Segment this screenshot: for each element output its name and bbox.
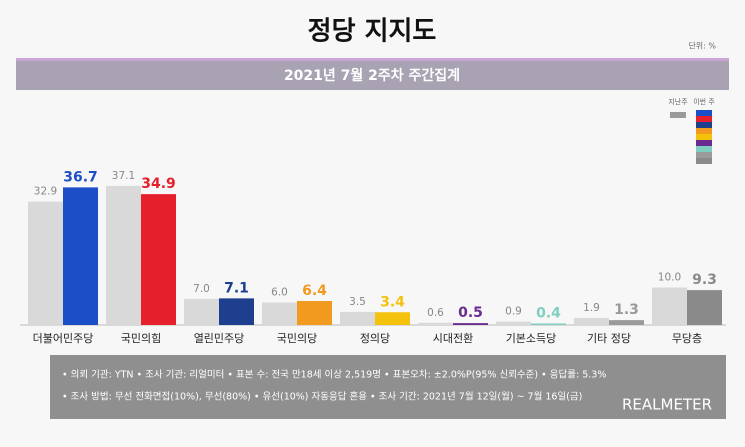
value-label: 6.0 — [271, 287, 288, 299]
legend-swatch — [696, 152, 712, 158]
value-label: 0.9 — [505, 306, 522, 318]
value-label: 0.5 — [458, 305, 483, 321]
x-tick-label: 국민의당 — [277, 332, 317, 345]
value-label: 3.4 — [380, 294, 405, 310]
value-label: 10.0 — [658, 272, 681, 284]
bar — [63, 187, 98, 325]
value-label: 1.3 — [614, 302, 639, 318]
legend-swatch — [696, 128, 712, 134]
bar — [340, 311, 375, 325]
x-tick-label: 더불어민주당 — [33, 332, 94, 345]
legend-swatch — [696, 140, 712, 146]
value-label: 6.4 — [302, 283, 327, 299]
unit: 단위: % — [688, 41, 716, 51]
bar — [609, 320, 644, 325]
bar — [28, 201, 63, 325]
bar — [531, 323, 566, 325]
value-label: 0.6 — [427, 307, 444, 319]
legend-swatch — [696, 134, 712, 140]
bar — [262, 302, 297, 325]
x-tick-label: 열린민주당 — [194, 332, 245, 345]
subtitle: 2021년 7월 2주차 주간집계 — [284, 67, 460, 84]
legend-swatch — [696, 146, 712, 152]
bar — [219, 298, 254, 325]
value-label: 7.1 — [224, 280, 249, 296]
note: • 조사 방법: 무선 전화면접(10%), 무선(80%) • 유선(10%)… — [62, 391, 582, 403]
value-label: 0.4 — [536, 306, 561, 322]
band-edge — [16, 58, 729, 61]
bar — [106, 185, 141, 325]
legend-label: 지난주 — [668, 97, 688, 106]
bar — [453, 323, 488, 325]
bar — [141, 194, 176, 325]
subtitle-band — [16, 58, 729, 90]
value-label: 37.1 — [112, 170, 135, 182]
value-label: 9.3 — [692, 272, 717, 288]
legend-swatch — [696, 110, 712, 116]
legend-swatch — [670, 112, 686, 118]
x-tick-label: 무당층 — [672, 332, 702, 345]
legend-swatch — [696, 158, 712, 164]
notes-box — [50, 355, 726, 419]
bar — [297, 301, 332, 325]
bar — [496, 321, 531, 325]
chart-title: 정당 지지도 — [308, 17, 437, 47]
value-label: 1.9 — [583, 302, 600, 314]
legend-swatch — [696, 122, 712, 128]
x-tick-label: 기타 정당 — [587, 332, 631, 345]
bar — [687, 290, 722, 325]
brand: REALMETER — [622, 396, 712, 414]
value-label: 36.7 — [63, 169, 98, 185]
legend-label: 이번 주 — [693, 97, 715, 106]
value-label: 32.9 — [34, 186, 57, 198]
x-tick-label: 시대전환 — [433, 332, 473, 345]
value-label: 3.5 — [349, 296, 366, 308]
legend-swatch — [696, 116, 712, 122]
x-tick-label: 정의당 — [360, 332, 390, 345]
bar — [375, 312, 410, 325]
note: • 의뢰 기관: YTN • 조사 기관: 리얼미터 • 표본 수: 전국 만1… — [62, 369, 606, 381]
bar — [184, 298, 219, 325]
value-label: 7.0 — [193, 283, 210, 295]
bar — [652, 287, 687, 325]
bar — [574, 317, 609, 325]
x-tick-label: 기본소득당 — [506, 332, 557, 345]
x-tick-label: 국민의힘 — [121, 332, 161, 345]
value-label: 34.9 — [141, 176, 176, 192]
bar — [418, 322, 453, 325]
